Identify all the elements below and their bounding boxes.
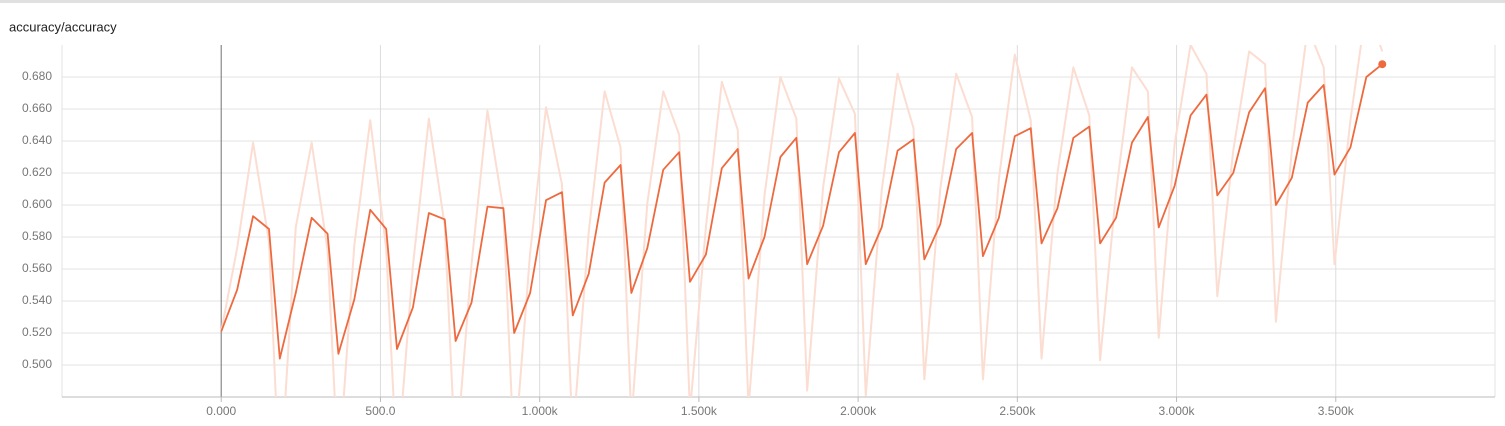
y-tick-label: 0.560 (22, 261, 52, 275)
y-tick-label: 0.660 (22, 101, 52, 115)
y-tick-label: 0.600 (22, 197, 52, 211)
y-tick-label: 0.520 (22, 325, 52, 339)
y-tick-label: 0.500 (22, 357, 52, 371)
x-tick-label: 1.500k (681, 404, 718, 418)
raw-line (220, 45, 1384, 397)
x-tick-label: 500.0 (365, 404, 395, 418)
x-tick-label: 2.000k (840, 404, 877, 418)
y-tick-label: 0.640 (22, 133, 52, 147)
chart-title: accuracy/accuracy (9, 19, 117, 34)
last-point-dot (1378, 60, 1387, 69)
y-tick-label: 0.680 (22, 69, 52, 83)
x-tick-label: 3.000k (1159, 404, 1196, 418)
y-tick-label: 0.580 (22, 229, 52, 243)
x-tick-label: 0.000 (206, 404, 236, 418)
x-tick-label: 1.000k (522, 404, 559, 418)
y-tick-label: 0.620 (22, 165, 52, 179)
y-tick-label: 0.540 (22, 293, 52, 307)
x-tick-label: 3.500k (1318, 404, 1355, 418)
x-tick-label: 2.500k (999, 404, 1036, 418)
smoothed-line (220, 63, 1383, 360)
